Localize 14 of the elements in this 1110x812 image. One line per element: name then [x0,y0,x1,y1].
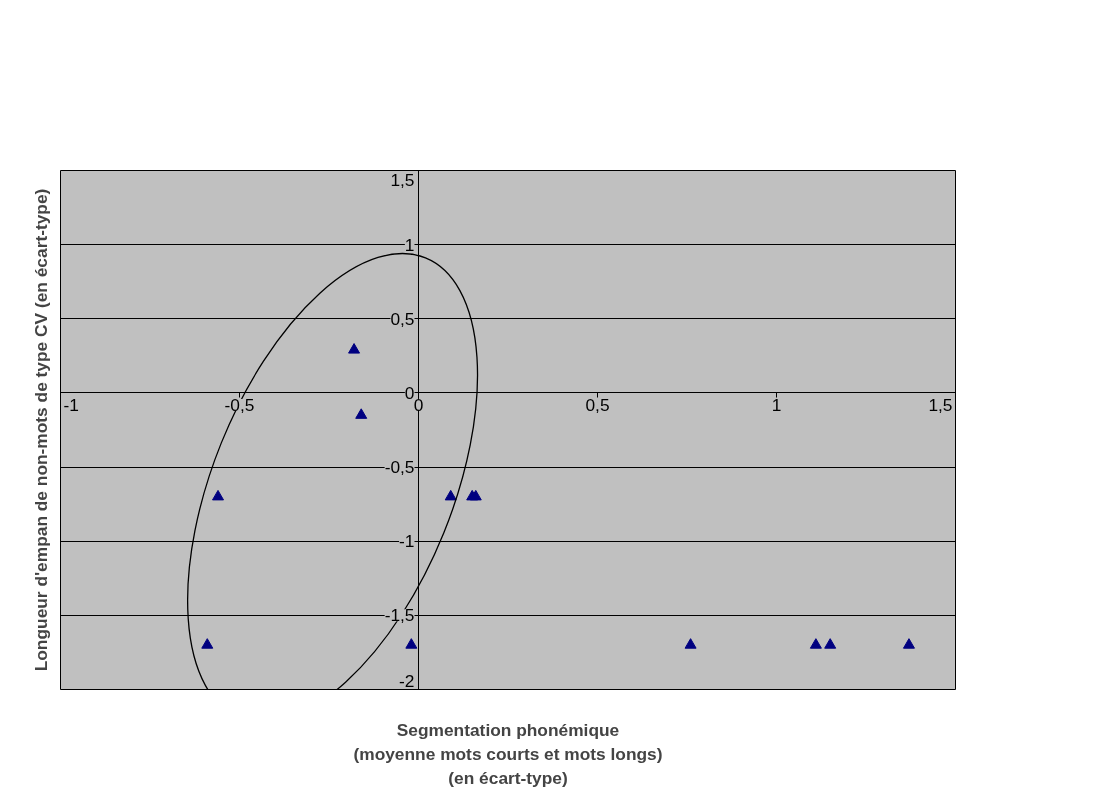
y-axis-title: Longueur d'empan de non-mots de type CV (en écart-type) [30,188,51,672]
x-tick-label: 1 [771,394,782,415]
x-tick-label: -1 [63,394,79,415]
y-tick-label: 1,5 [390,169,415,190]
y-tick-label: -0,5 [384,457,415,478]
x-tick-label: -0,5 [224,394,255,415]
y-tick-label: 0,5 [390,308,415,329]
y-tick-label: 1 [404,234,415,255]
x-tick-label: 1,5 [928,394,953,415]
y-tick-label: -1 [399,531,415,552]
x-axis-title: Segmentation phonémique (moyenne mots courts et mots longs) (en écart-type) [353,719,663,788]
x-tick-label: 0,5 [585,394,610,415]
y-tick-label: -2 [399,670,415,691]
y-tick-label: -1,5 [384,605,415,626]
